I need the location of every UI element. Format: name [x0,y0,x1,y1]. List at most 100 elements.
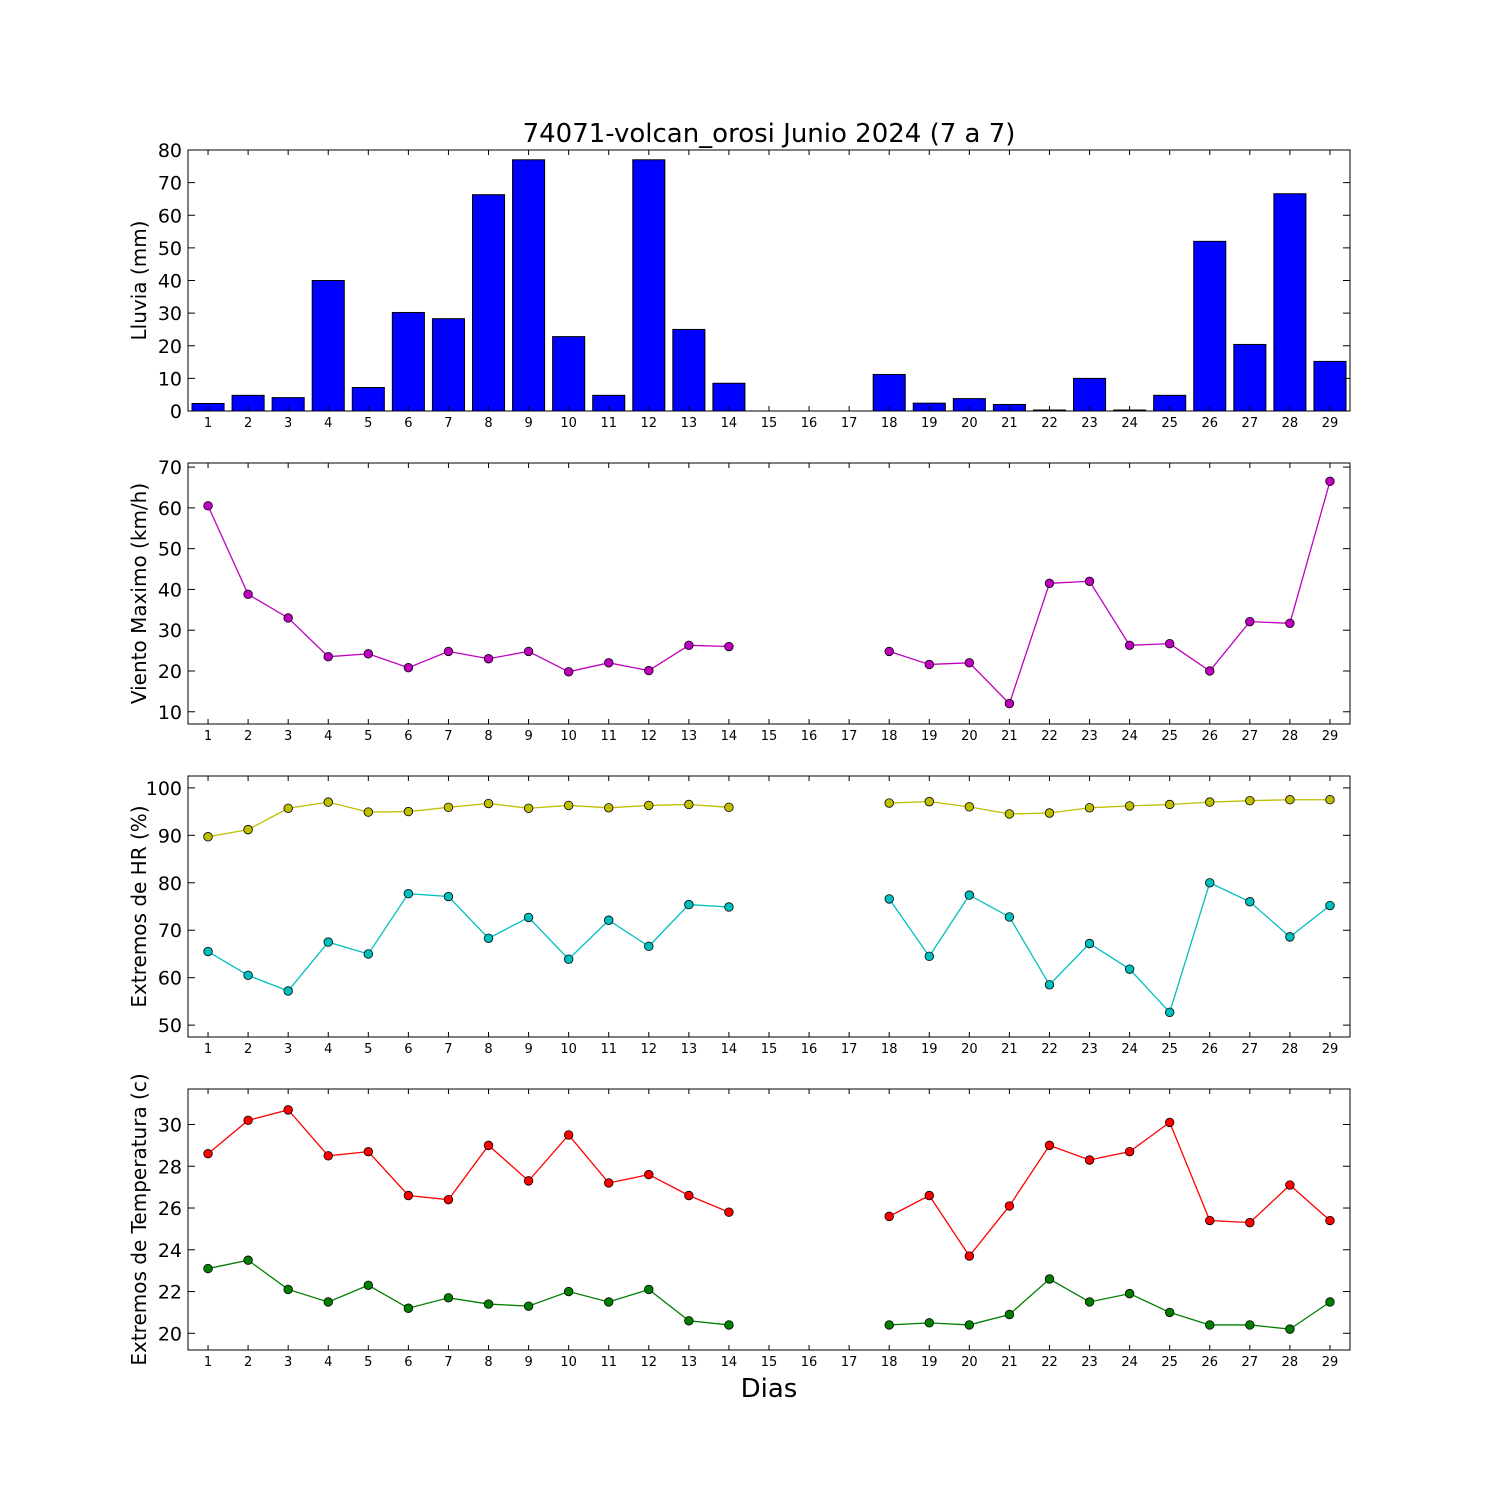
x-tick-label: 29 [1322,1042,1339,1057]
data-point [1044,980,1055,990]
x-tick-label: 9 [524,729,532,744]
x-tick-label: 18 [881,1042,898,1057]
bar [672,328,706,412]
x-tick-label: 9 [524,1042,532,1057]
data-point [1245,897,1255,907]
y-tick-label: 30 [158,620,182,642]
y-tick-label: 30 [158,1114,182,1136]
data-point [1205,797,1215,807]
x-tick-label: 23 [1081,1042,1098,1057]
bar [872,373,906,412]
data-point [443,891,454,902]
x-tick-label: 24 [1121,1042,1138,1057]
y-tick-label: 10 [158,702,182,724]
x-tick-label: 6 [404,416,412,431]
data-point [203,501,213,511]
data-point [1205,878,1215,888]
data-point [644,941,654,952]
data-point [203,1149,213,1159]
series-line [207,505,729,673]
x-tick-label: 8 [484,1355,492,1370]
data-point [644,665,654,676]
x-tick-label: 25 [1161,1355,1178,1370]
data-point [1325,1297,1335,1307]
x-tick-label: 8 [484,416,492,431]
data-point [1205,666,1215,676]
x-tick-label: 6 [404,729,412,744]
x-tick-label: 1 [204,1355,212,1370]
data-point [1004,1201,1015,1211]
bar [552,336,586,412]
x-tick-label: 11 [600,729,617,744]
data-point [443,1293,454,1303]
x-tick-label: 18 [881,1355,898,1370]
x-tick-label: 2 [244,729,252,744]
x-tick-label: 3 [284,1355,292,1370]
data-point [724,902,734,912]
data-point [203,946,213,957]
y-axis-label: Extremos de HR (%) [127,805,151,1007]
x-tick-label: 21 [1001,729,1018,744]
data-point [1084,803,1095,813]
data-point [1084,576,1095,586]
data-point [283,803,293,813]
x-tick-label: 12 [641,729,658,744]
data-point [443,1194,454,1205]
x-tick-label: 25 [1161,729,1178,744]
x-tick-label: 12 [641,416,658,431]
series-line [889,481,1331,705]
y-tick-label: 24 [158,1240,182,1262]
x-tick-label: 22 [1041,729,1058,744]
y-tick-label: 40 [158,271,182,293]
x-tick-label: 9 [524,416,532,431]
data-point [403,663,414,673]
y-tick-label: 10 [158,368,182,390]
x-tick-label: 25 [1161,1042,1178,1057]
x-tick-label: 17 [841,729,858,744]
x-tick-label: 28 [1282,1042,1299,1057]
data-point [924,1190,934,1201]
x-tick-label: 27 [1242,1042,1259,1057]
x-tick-label: 20 [961,416,978,431]
data-point [1325,795,1335,805]
x-tick-label: 18 [881,416,898,431]
x-tick-label: 9 [524,1355,532,1370]
x-tick-label: 26 [1201,729,1218,744]
series-line [207,893,729,992]
x-tick-label: 21 [1001,1042,1018,1057]
series-line [889,1278,1331,1330]
data-point [1124,964,1135,974]
y-axis-label: Lluvia (mm) [127,221,151,341]
x-tick-label: 16 [801,1355,818,1370]
x-tick-label: 18 [881,729,898,744]
data-point [1124,640,1135,650]
y-tick-label: 30 [158,303,182,325]
x-tick-label: 8 [484,729,492,744]
data-point [884,646,894,657]
data-point [363,649,374,659]
x-tick-label: 4 [324,416,332,431]
series-1 [203,795,1335,842]
x-tick-label: 8 [484,1042,492,1057]
y-tick-label: 20 [158,336,182,358]
data-point [1164,1117,1175,1128]
x-tick-label: 28 [1282,729,1299,744]
data-point [563,954,574,964]
x-tick-label: 24 [1121,1355,1138,1370]
x-tick-label: 21 [1001,1355,1018,1370]
x-tick-label: 24 [1121,416,1138,431]
x-tick-label: 17 [841,1355,858,1370]
y-tick-label: 20 [158,661,182,683]
bar [1193,240,1227,412]
x-tick-label: 2 [244,416,252,431]
x-tick-label: 3 [284,1042,292,1057]
x-axis-label: Dias [741,1374,798,1404]
bar [512,159,546,412]
data-point [283,986,293,996]
x-tick-label: 27 [1242,1355,1259,1370]
x-tick-label: 10 [560,1042,577,1057]
bar [391,311,425,412]
